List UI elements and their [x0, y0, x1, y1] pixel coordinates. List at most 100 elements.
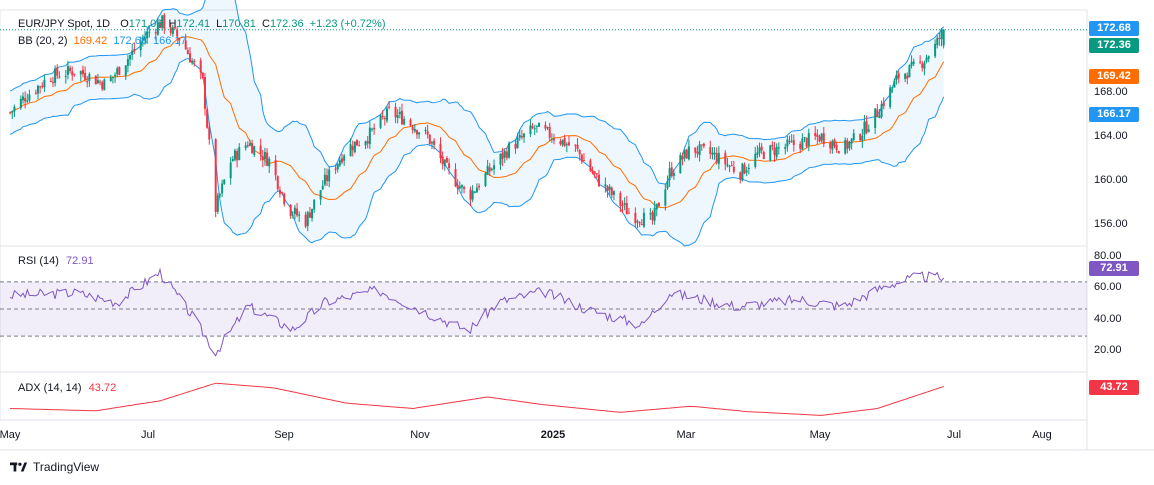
- candle-body: [589, 160, 592, 171]
- candle-body: [713, 152, 716, 155]
- open-label: O: [120, 18, 129, 30]
- candle-body: [81, 69, 84, 74]
- candle-body: [563, 137, 566, 146]
- candle-body: [458, 186, 461, 189]
- candle-body: [552, 138, 555, 141]
- bb-lower-line: [9, 57, 945, 247]
- candle-body: [619, 193, 622, 206]
- candle-body: [700, 144, 703, 146]
- candle-body: [370, 128, 373, 130]
- candle-body: [897, 73, 900, 79]
- candle-body: [475, 187, 478, 193]
- candle-body: [936, 37, 939, 46]
- candle-body: [561, 139, 564, 146]
- candle-body: [687, 146, 690, 160]
- candle-body: [837, 151, 840, 154]
- rsi-line: [9, 267, 945, 357]
- candle-body: [816, 134, 819, 137]
- candle-body: [493, 165, 496, 170]
- candle-body: [799, 143, 802, 149]
- tradingview-brand[interactable]: TradingView: [10, 459, 99, 475]
- candle-body: [822, 133, 825, 145]
- candle-body: [366, 141, 369, 144]
- price-tick-164: 164.00: [1094, 130, 1128, 142]
- bb-legend[interactable]: BB (20, 2) 169.42 172.68 166.17: [18, 34, 190, 48]
- candle-body: [934, 43, 937, 57]
- candle-body: [591, 170, 594, 174]
- candle-body: [889, 87, 892, 107]
- candle-body: [503, 150, 506, 158]
- candle-body: [221, 183, 224, 194]
- candle-body: [385, 108, 388, 121]
- candle-body: [523, 133, 526, 138]
- candle-body: [298, 214, 301, 216]
- candle-body: [326, 175, 329, 182]
- candle-body: [146, 32, 149, 39]
- candle-body: [460, 185, 463, 188]
- candle-body: [921, 63, 924, 68]
- candle-body: [334, 168, 337, 170]
- candle-body: [653, 207, 656, 221]
- bb-lower-price-tag: 166.17: [1089, 107, 1139, 122]
- candle-body: [433, 140, 436, 145]
- rsi-tick-60: 60.00: [1094, 281, 1122, 293]
- candle-body: [606, 185, 609, 192]
- candle-body: [201, 72, 204, 78]
- candle-body: [268, 158, 271, 167]
- candle-body: [670, 167, 673, 177]
- candle-body: [730, 165, 733, 167]
- candle-body: [184, 40, 187, 50]
- candle-body: [69, 67, 72, 71]
- candle-body: [642, 212, 645, 227]
- candle-body: [71, 71, 74, 76]
- candle-body: [724, 152, 727, 165]
- price-tick-156: 156.00: [1094, 218, 1128, 230]
- candle-body: [582, 160, 585, 162]
- candle-body: [610, 187, 613, 196]
- candle-body: [739, 172, 742, 180]
- candle-body: [531, 126, 534, 129]
- candle-body: [103, 79, 106, 91]
- candle-body: [171, 27, 174, 35]
- candle-body: [373, 127, 376, 130]
- candle-body: [681, 156, 684, 160]
- price-tick-168: 168.00: [1094, 86, 1128, 98]
- candle-body: [13, 106, 16, 112]
- candle-body: [308, 212, 311, 218]
- candle-body: [203, 77, 206, 109]
- candle-body: [717, 152, 720, 164]
- candle-body: [116, 68, 119, 75]
- candle-body: [672, 172, 675, 176]
- candle-body: [445, 157, 448, 163]
- candle-body: [139, 42, 142, 51]
- candle-body: [186, 50, 189, 55]
- candle-body: [216, 195, 219, 212]
- candle-body: [261, 156, 264, 161]
- rsi-tick-40: 40.00: [1094, 313, 1122, 325]
- candle-body: [41, 85, 44, 87]
- bb-basis-value: 169.42: [73, 35, 108, 47]
- adx-legend[interactable]: ADX (14, 14) 43.72: [18, 381, 116, 395]
- candle-body: [238, 147, 241, 160]
- candle-body: [368, 127, 371, 145]
- candle-body: [64, 76, 67, 78]
- last-price-tag: 172.36: [1089, 38, 1139, 53]
- symbol-title[interactable]: EUR/JPY Spot, 1D: [18, 18, 111, 30]
- time-label-2025: 2025: [540, 429, 566, 441]
- candle-body: [771, 144, 774, 147]
- candle-body: [278, 189, 281, 194]
- candle-body: [73, 73, 76, 75]
- candle-body: [548, 126, 551, 138]
- candle-body: [533, 128, 536, 130]
- candle-body: [608, 186, 611, 190]
- rsi-legend[interactable]: RSI (14) 72.91: [18, 254, 94, 268]
- candle-body: [418, 132, 421, 135]
- candle-body: [19, 98, 22, 109]
- candle-body: [88, 74, 91, 81]
- candle-body: [655, 203, 658, 210]
- candle-body: [39, 86, 42, 88]
- candle-body: [356, 139, 359, 146]
- candle-body: [940, 29, 943, 40]
- candle-body: [478, 185, 481, 188]
